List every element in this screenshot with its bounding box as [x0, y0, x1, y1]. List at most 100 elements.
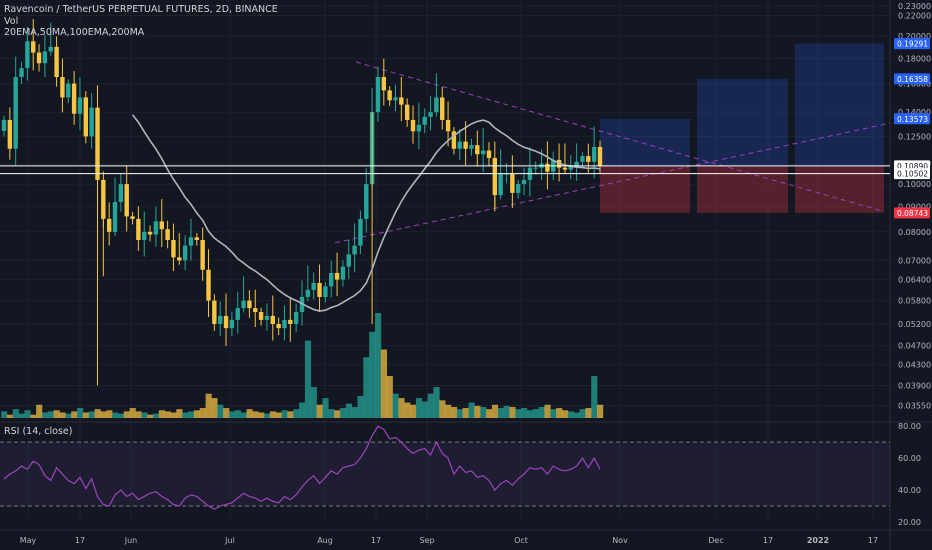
volume-bar [158, 410, 165, 418]
volume-bar [573, 412, 580, 418]
volume-bar [100, 411, 107, 418]
candle-body [568, 165, 573, 170]
rsi-legend: RSI (14, close) [4, 426, 73, 437]
candle-body [188, 237, 194, 246]
candle-body [25, 41, 30, 69]
volume-bar [41, 412, 49, 418]
volume-bar [82, 412, 90, 418]
volume-legend: Vol [4, 16, 19, 27]
time-tick-label: 2022 [807, 536, 829, 545]
candle [591, 126, 597, 179]
volume-bar [550, 409, 557, 418]
candle [241, 276, 246, 313]
candle [247, 290, 252, 318]
candle-body [288, 319, 293, 324]
candle-body [270, 315, 275, 324]
candle [404, 98, 410, 127]
time-tick-label: Nov [612, 536, 628, 545]
volume-bar [269, 411, 277, 418]
target-box [795, 43, 884, 166]
volume-bar [339, 408, 347, 418]
candle-body [253, 308, 258, 312]
horizontal-levels[interactable] [0, 165, 890, 175]
candle [311, 272, 316, 300]
price-tick-label: 0.04700 [898, 342, 931, 351]
candle-body [200, 240, 205, 270]
candle-body [112, 201, 118, 232]
candle [358, 210, 363, 254]
volume-bar [234, 410, 241, 418]
price-tick-label: 0.10000 [898, 180, 931, 189]
volume-bar [123, 411, 130, 418]
candle-body [323, 286, 328, 297]
volume-bar [427, 393, 434, 418]
price-badge-label: 0.10502 [897, 170, 928, 179]
rsi-tick-label: 60.00 [898, 454, 921, 463]
candle-body [235, 308, 240, 320]
volume-bar [182, 412, 189, 418]
candle [188, 218, 194, 261]
candlesticks[interactable] [1, 18, 603, 386]
moving-average [131, 114, 601, 312]
volume-bar [398, 398, 405, 418]
candle [177, 233, 182, 265]
candle-body [19, 68, 24, 78]
candle [19, 61, 24, 84]
candle [258, 307, 264, 326]
volume-bar [287, 411, 294, 418]
volume-bar [30, 414, 37, 418]
candle-body [217, 315, 223, 324]
candle [521, 167, 527, 196]
volume-bar [53, 410, 60, 418]
candle-body [387, 90, 392, 101]
candle-body [258, 311, 264, 320]
candle-body [440, 97, 445, 120]
volume-bar [141, 412, 148, 418]
candle-body [54, 46, 59, 78]
volume-bar [129, 408, 136, 418]
candle [568, 155, 573, 180]
candle-body [276, 323, 281, 329]
candle [340, 260, 346, 287]
candle-body [510, 173, 515, 193]
candle-body [498, 173, 503, 196]
time-tick-label: Jun [124, 536, 138, 545]
volume-bars [1, 313, 604, 418]
volume-bar [392, 393, 399, 418]
rsi-tick-label: 40.00 [898, 486, 921, 495]
volume-bar [562, 410, 569, 418]
candle-body [95, 107, 100, 180]
price-tick-label: 0.04300 [898, 361, 931, 370]
candle-body [311, 282, 316, 290]
candle [136, 206, 141, 251]
stop-box [697, 165, 788, 213]
volume-bar [135, 411, 142, 418]
volume-bar [281, 410, 288, 418]
candle-body [89, 107, 94, 137]
candle [60, 58, 65, 113]
candle-body [486, 150, 492, 158]
candle [229, 311, 235, 337]
candle [165, 220, 170, 249]
time-tick-label: 17 [763, 536, 773, 545]
time-tick-label: Oct [514, 536, 528, 545]
price-badge-bg [894, 73, 930, 85]
candle-body [83, 97, 89, 137]
price-axis[interactable]: 0.230000.220000.200000.180000.160000.140… [898, 2, 931, 411]
volume-bar [316, 404, 323, 418]
candle [171, 223, 176, 272]
target-box [697, 78, 788, 166]
candle [206, 249, 211, 318]
volume-bar [94, 409, 101, 418]
candle-body [177, 257, 182, 261]
candle [124, 165, 129, 232]
volume-bar [386, 376, 393, 418]
volume-bar [275, 412, 282, 418]
rsi-pane: 80.00 60.00 40.00 20.00 [0, 422, 921, 527]
candle-body [206, 269, 211, 301]
volume-bar [6, 414, 14, 418]
time-axis[interactable]: May 17 Jun Jul Aug 17 Sep Oct Nov Dec 17 2022 17 [20, 536, 878, 545]
